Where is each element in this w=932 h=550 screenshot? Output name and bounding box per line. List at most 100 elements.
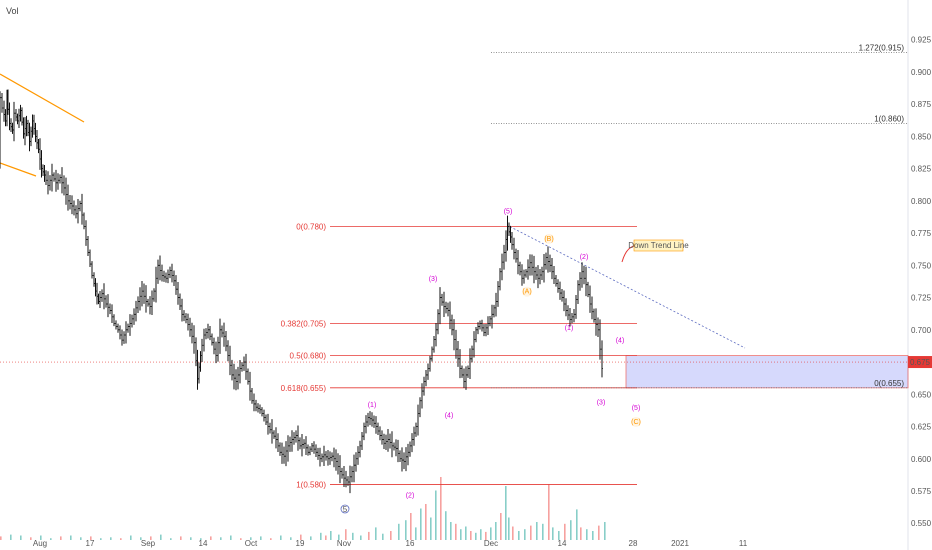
volume-bar (220, 537, 222, 540)
volume-bar (375, 527, 377, 540)
y-tick-label: 0.800 (911, 197, 932, 206)
volume-bar (530, 525, 532, 540)
y-tick-label: 0.575 (911, 487, 932, 496)
volume-bar (440, 477, 442, 540)
y-tick-label: 0.550 (911, 519, 932, 528)
channel-lower-line[interactable] (0, 162, 37, 177)
volume-bar (230, 535, 232, 540)
target-zone[interactable] (625, 355, 909, 389)
volume-bar (382, 533, 384, 540)
y-tick-label: 0.650 (911, 390, 932, 399)
volume-bar (536, 522, 538, 540)
volume-bar (80, 537, 82, 540)
wave-label: (2) (406, 492, 415, 499)
volume-bar (450, 522, 452, 540)
volume-bar (50, 538, 52, 540)
volume-bar (10, 534, 12, 540)
volume-marker-icon (340, 504, 350, 514)
channel-upper-line[interactable] (0, 73, 85, 123)
volume-bar (325, 535, 327, 540)
volume-bar (90, 536, 92, 540)
volume-bar (40, 535, 42, 540)
volume-bar (508, 517, 510, 540)
volume-bar (270, 538, 272, 540)
volume-bar (30, 537, 32, 540)
y-tick-label: 0.725 (911, 294, 932, 303)
volume-bar (405, 520, 407, 540)
wave-label: (2) (580, 254, 589, 261)
volume-bar (548, 484, 550, 540)
volume-bar (100, 538, 102, 540)
volume-bar (480, 529, 482, 540)
volume-marker-label: 5 (343, 505, 348, 514)
volume-bar (20, 535, 22, 540)
vol-label: Vol (6, 6, 19, 16)
volume-bar (320, 532, 322, 540)
volume-bar (430, 517, 432, 540)
volume-bar (290, 537, 292, 540)
y-tick-label: 0.850 (911, 132, 932, 141)
volume-bar (170, 538, 172, 540)
volume-bar (130, 535, 132, 540)
volume-bar (330, 531, 332, 540)
fib-level-label: 0(0.780) (296, 223, 326, 232)
volume-bar (512, 526, 514, 540)
x-tick-label: 14 (199, 539, 208, 548)
volume-bar (345, 529, 347, 540)
volume-bar (524, 529, 526, 540)
y-tick-label: 0.825 (911, 165, 932, 174)
wave-label: (A) (522, 289, 531, 296)
volume-bar (420, 508, 422, 540)
trendline-callout (633, 239, 684, 252)
y-tick-label: 0.925 (911, 36, 932, 45)
volume-bar (160, 534, 162, 540)
wave-label: (3) (597, 400, 606, 407)
volume-bar (485, 531, 487, 540)
x-tick-label: 19 (296, 539, 305, 548)
wave-label: (3) (429, 276, 438, 283)
volume-bar (425, 504, 427, 540)
volume-bar (552, 527, 554, 540)
volume-bar (240, 538, 242, 540)
volume-bar (0, 536, 2, 540)
x-tick-label: Sep (141, 539, 156, 548)
volume-bar (415, 527, 417, 540)
volume-bar (280, 535, 282, 540)
volume-bar (120, 538, 122, 540)
y-tick-label: 0.775 (911, 229, 932, 238)
volume-bar (580, 527, 582, 540)
volume-bar (570, 520, 572, 540)
wave-label-badge (522, 286, 532, 297)
fib-level-label: 0.5(0.680) (290, 352, 327, 361)
wave-label: (4) (445, 412, 454, 419)
volume-bar (445, 511, 447, 540)
volume-bar (598, 525, 600, 540)
x-tick-label: 14 (558, 539, 567, 548)
volume-bar (180, 536, 182, 540)
volume-bar (470, 531, 472, 540)
volume-bar (390, 531, 392, 540)
volume-bar (465, 526, 467, 540)
wave-label: (5) (504, 209, 513, 216)
down-trend-line[interactable] (509, 226, 746, 349)
wave-label: (B) (544, 236, 553, 243)
volume-bar (190, 537, 192, 540)
x-tick-label: Aug (33, 539, 47, 548)
y-tick-label: 0.875 (911, 100, 932, 109)
volume-bar (576, 509, 578, 540)
x-tick-label: 28 (629, 539, 638, 548)
volume-bar (542, 523, 544, 540)
volume-bar (210, 536, 212, 540)
volume-bar (564, 523, 566, 540)
fib-level-label: 1(0.580) (296, 481, 326, 490)
wave-label-badge (544, 233, 554, 244)
volume-bar (60, 536, 62, 540)
volume-bar (140, 537, 142, 540)
volume-bar (518, 531, 520, 540)
callout-pointer (621, 245, 635, 263)
wave-label: (1) (565, 325, 574, 332)
volume-bar (398, 523, 400, 540)
volume-bar (460, 529, 462, 540)
volume-bar (360, 535, 362, 540)
